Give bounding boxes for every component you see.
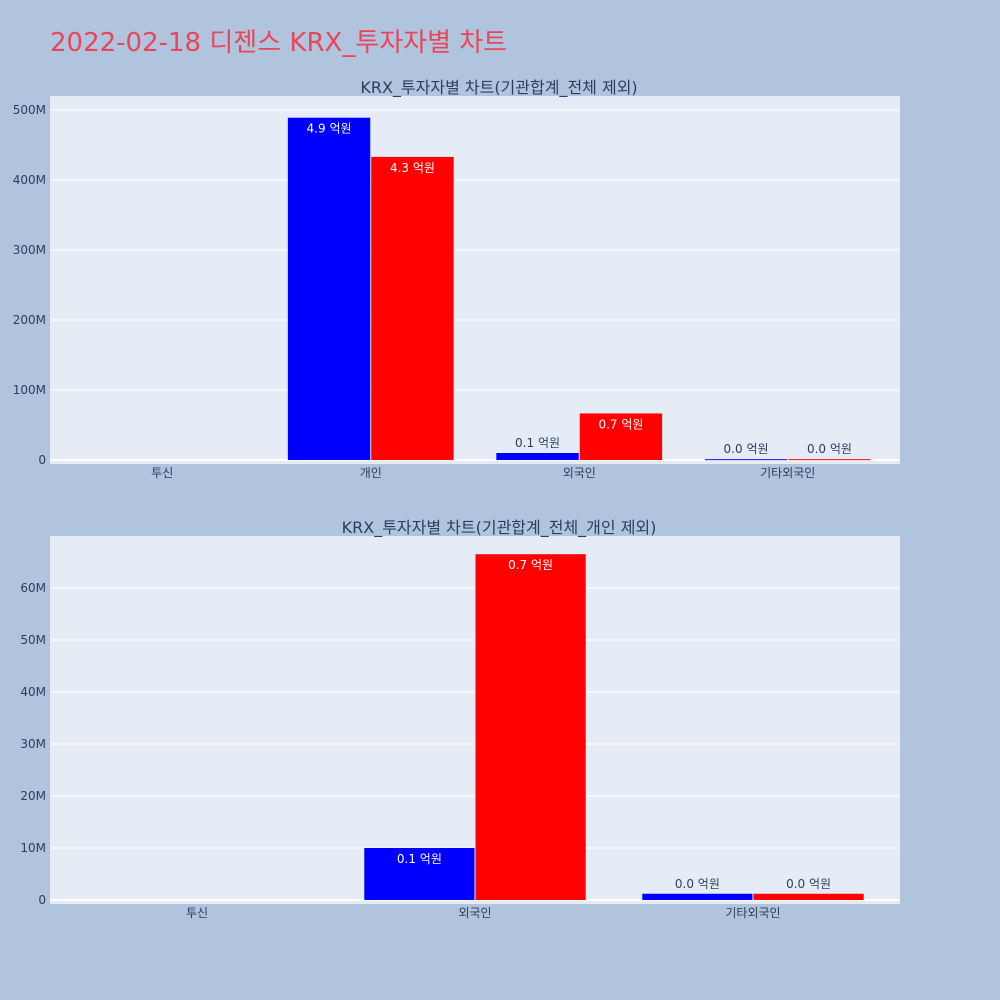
data-label: 0.1 억원	[397, 852, 442, 866]
y-tick-label: 300M	[13, 243, 46, 257]
y-tick-label: 40M	[20, 685, 46, 699]
y-tick-label: 60M	[20, 581, 46, 595]
bar	[475, 554, 586, 900]
y-tick-label: 30M	[20, 737, 46, 751]
y-tick-label: 50M	[20, 633, 46, 647]
y-tick-label: 500M	[13, 103, 46, 117]
y-tick-label: 0	[38, 453, 46, 467]
x-tick-label: 투신	[186, 906, 208, 920]
x-tick-label: 외국인	[458, 906, 491, 920]
bar	[753, 893, 864, 900]
data-label: 0.7 억원	[598, 417, 643, 431]
y-tick-label: 400M	[13, 173, 46, 187]
chart-title: KRX_투자자별 차트(기관합계_전체_개인 제외)	[342, 518, 657, 538]
chart-top: KRX_투자자별 차트(기관합계_전체 제외) 0 100M 200M 300M 400M…	[13, 78, 900, 480]
bar	[642, 893, 753, 900]
data-label: 0.0 억원	[786, 877, 831, 891]
bar	[371, 156, 454, 460]
data-label: 0.0 억원	[724, 442, 769, 456]
chart-bottom: KRX_투자자별 차트(기관합계_전체_개인 제외) 0 10M 20M 30M 40M 5…	[20, 518, 900, 920]
data-label: 4.3 억원	[390, 161, 435, 175]
bar	[788, 459, 871, 461]
x-tick-label: 기타외국인	[725, 906, 780, 920]
y-tick-label: 20M	[20, 789, 46, 803]
bar	[287, 117, 371, 460]
bar	[364, 848, 475, 900]
x-tick-label: 외국인	[563, 466, 596, 480]
data-label: 0.7 억원	[508, 558, 553, 572]
bar	[496, 453, 579, 460]
y-tick-label: 10M	[20, 841, 46, 855]
data-label: 0.0 억원	[675, 877, 720, 891]
plot-area	[50, 536, 900, 904]
data-label: 0.0 억원	[807, 442, 852, 456]
chart-title: KRX_투자자별 차트(기관합계_전체 제외)	[360, 78, 637, 98]
page-title: 2022-02-18 디젠스 KRX_투자자별 차트	[50, 28, 508, 58]
y-tick-label: 100M	[13, 383, 46, 397]
data-label: 4.9 억원	[307, 122, 352, 136]
y-tick-label: 200M	[13, 313, 46, 327]
x-tick-label: 기타외국인	[760, 466, 815, 480]
bar	[579, 413, 663, 460]
y-tick-label: 0	[38, 893, 46, 907]
x-tick-label: 투신	[151, 466, 173, 480]
bar	[704, 459, 788, 461]
data-label: 0.1 억원	[515, 436, 560, 450]
x-tick-label: 개인	[360, 466, 382, 480]
plot-area	[50, 96, 900, 464]
